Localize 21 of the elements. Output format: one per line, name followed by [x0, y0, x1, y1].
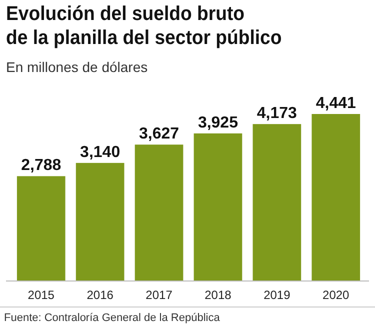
- bar: [194, 133, 242, 281]
- bar: [252, 124, 302, 281]
- chart-title: Evolución del sueldo bruto de la planilla del sector público: [6, 3, 282, 50]
- data-label: 3,627: [139, 126, 180, 143]
- data-label: 4,173: [256, 105, 298, 122]
- x-tick-label: 2015: [28, 288, 55, 302]
- data-label: 3,140: [80, 144, 120, 161]
- x-tick-label: 2020: [322, 288, 350, 302]
- data-label: 4,441: [316, 95, 356, 112]
- source-note: Fuente: Contraloría General de la República: [4, 312, 221, 324]
- bar: [16, 176, 66, 281]
- x-tick-label: 2019: [264, 288, 291, 302]
- data-label: 2,788: [21, 157, 62, 174]
- x-tick-label: 2016: [86, 288, 114, 302]
- x-tick-label: 2018: [204, 288, 232, 302]
- bar: [76, 162, 124, 281]
- bar: [134, 144, 184, 281]
- chart-subtitle: En millones de dólares: [6, 59, 148, 75]
- data-label: 3,925: [198, 114, 238, 132]
- x-tick-label: 2017: [146, 288, 173, 302]
- bar: [312, 114, 360, 281]
